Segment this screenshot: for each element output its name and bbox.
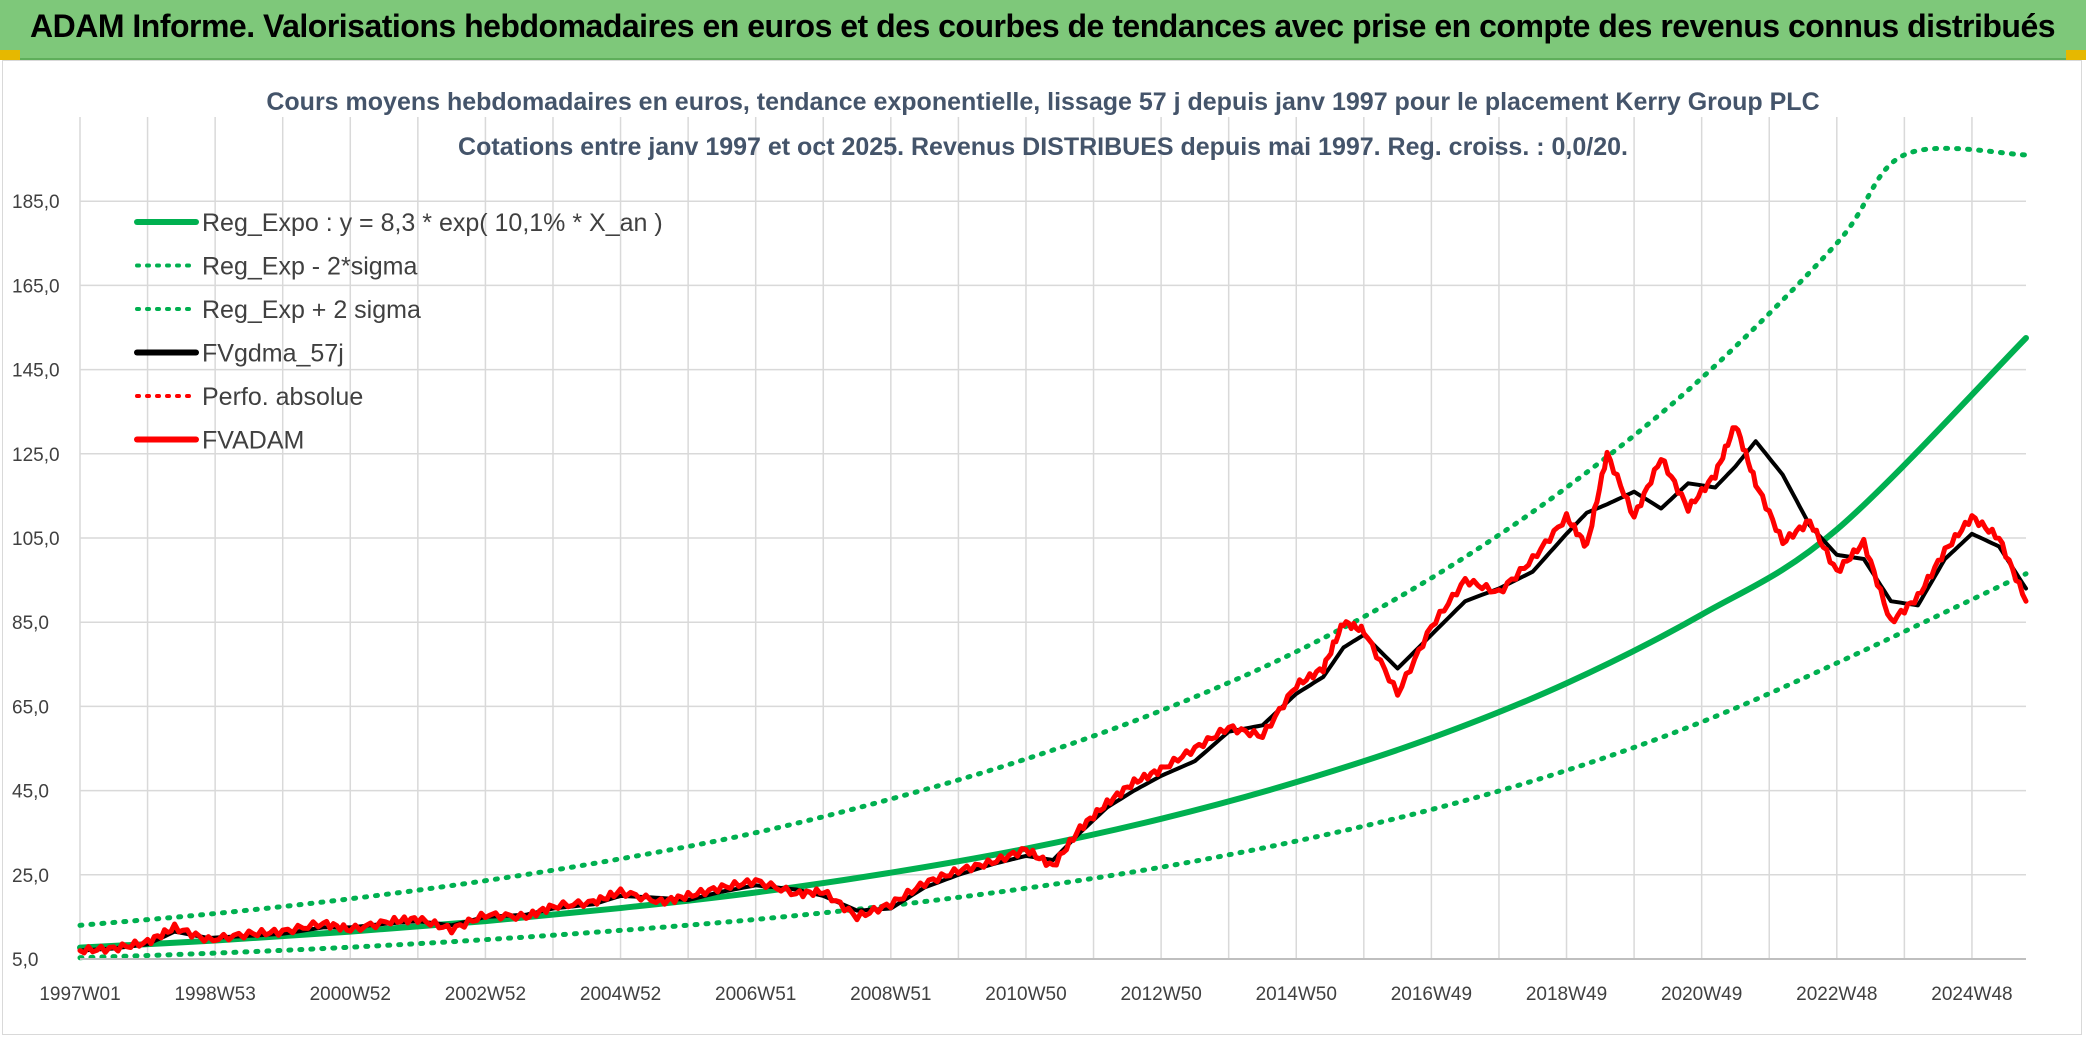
series-line-fvgdma-57j [78, 439, 2028, 953]
x-tick-label: 1997W01 [39, 984, 120, 1005]
legend-label: Reg_Exp + 2 sigma [202, 296, 421, 324]
series-line-reg-exp-2-sigma [77, 571, 2029, 961]
plot-series [77, 145, 2029, 961]
legend-label: FVADAM [202, 427, 304, 455]
y-tick-label: 185,0 [12, 192, 60, 213]
chart-frame [2, 60, 2082, 1035]
y-tick-label: 25,0 [12, 866, 49, 887]
series-line-reg-expo [77, 335, 2029, 951]
legend-label: Reg_Exp - 2*sigma [202, 253, 417, 281]
x-tick-label: 2024W48 [1931, 984, 2012, 1005]
gridlines [79, 117, 2026, 960]
title-banner: ADAM Informe. Valorisations hebdomadaire… [0, 0, 2086, 60]
y-tick-label: 65,0 [12, 697, 49, 718]
x-tick-label: 2020W49 [1661, 984, 1742, 1005]
x-tick-label: 2008W51 [850, 984, 931, 1005]
x-tick-label: 2002W52 [445, 984, 526, 1005]
x-tick-label: 2012W50 [1120, 984, 1201, 1005]
y-tick-label: 165,0 [12, 276, 60, 297]
corner-accent-left [0, 50, 20, 60]
legend-label: Perfo. absolue [202, 383, 363, 411]
y-tick-label: 105,0 [12, 529, 60, 550]
x-tick-label: 2004W52 [580, 984, 661, 1005]
x-tick-label: 2014W50 [1256, 984, 1337, 1005]
axes: 5,0 25,0 45,0 65,0 85,0 105,0 125,0 145,0 165,0 1… [12, 192, 2026, 1005]
legend-label: FVgdma_57j [202, 340, 344, 368]
corner-accent-right [2066, 50, 2086, 60]
y-tick-label: 145,0 [12, 361, 60, 382]
x-tick-label: 1998W53 [174, 984, 255, 1005]
y-tick-label: 125,0 [12, 445, 60, 466]
x-tick-label: 2000W52 [310, 984, 391, 1005]
y-tick-label: 5,0 [12, 950, 38, 971]
series-line-reg-exp-2-sigma [77, 145, 2029, 928]
x-tick-label: 2010W50 [985, 984, 1066, 1005]
x-tick-label: 2022W48 [1796, 984, 1877, 1005]
x-tick-label: 2016W49 [1391, 984, 1472, 1005]
y-tick-label: 45,0 [12, 782, 49, 803]
chart-subtitle: Cotations entre janv 1997 et oct 2025. R… [458, 133, 1628, 161]
banner-title: ADAM Informe. Valorisations hebdomadaire… [30, 8, 2056, 44]
x-tick-label: 2006W51 [715, 984, 796, 1005]
legend: Reg_Expo : y = 8,3 * exp( 10,1% * X_an )… [134, 209, 663, 455]
x-tick-label: 2018W49 [1526, 984, 1607, 1005]
y-tick-label: 85,0 [12, 613, 49, 634]
chart-title: Cours moyens hebdomadaires en euros, ten… [266, 88, 1819, 116]
legend-label: Reg_Expo : y = 8,3 * exp( 10,1% * X_an ) [202, 209, 663, 237]
series-line-fvadam [77, 425, 2029, 956]
